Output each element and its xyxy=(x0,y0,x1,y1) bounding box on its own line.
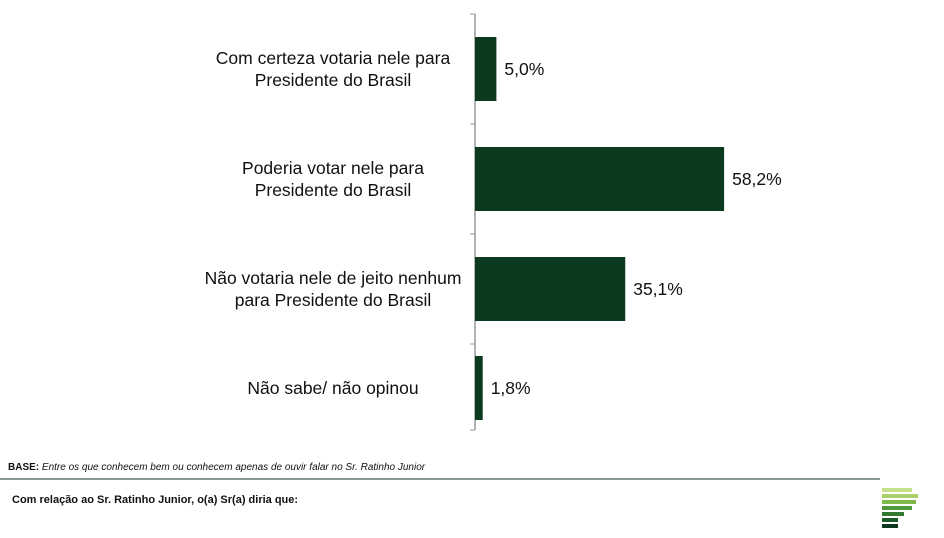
logo xyxy=(882,488,918,528)
value-label: 35,1% xyxy=(633,278,683,299)
category-label: Com certeza votaria nele para Presidente… xyxy=(215,48,451,90)
base-text: Entre os que conhecem bem ou conhecem ap… xyxy=(41,462,426,473)
value-label: 5,0% xyxy=(504,58,545,79)
bar xyxy=(475,257,626,321)
category-label: Não sabe/ não opinou xyxy=(247,378,419,398)
category-label: Não votaria nele de jeito nenhum para Pr… xyxy=(204,268,462,310)
bar xyxy=(475,147,725,211)
bar xyxy=(475,37,497,101)
base-label: BASE: xyxy=(8,462,40,473)
value-label: 1,8% xyxy=(490,377,531,398)
category-label: Poderia votar nele para Presidente do Br… xyxy=(242,158,424,200)
value-label: 58,2% xyxy=(732,168,782,189)
question: Com relação ao Sr. Ratinho Junior, o(a) … xyxy=(12,494,299,506)
base-note: BASE: Entre os que conhecem bem ou conhe… xyxy=(8,462,425,473)
bar xyxy=(475,356,483,420)
